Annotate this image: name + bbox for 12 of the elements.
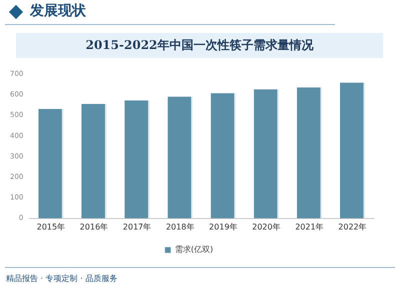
x-tick-label: 2020年 [252, 222, 280, 232]
x-tick-label: 2022年 [338, 222, 367, 232]
x-tick-label: 2018年 [166, 222, 194, 232]
x-tick-label: 2021年 [295, 222, 324, 232]
chart-title: 2015-2022年中国一次性筷子需求量情况 [16, 33, 383, 58]
x-tick-label: 2016年 [80, 222, 108, 232]
x-tick-label: 2015年 [36, 222, 66, 232]
text: 精品报告 · 专项定制 · 品质服务 [6, 273, 118, 284]
x-tick-label: 2017年 [122, 222, 152, 232]
text: 发展现状 [30, 2, 86, 20]
legend-label: 需求(亿双) [174, 245, 214, 254]
x-tick-label: 2019年 [209, 222, 238, 232]
